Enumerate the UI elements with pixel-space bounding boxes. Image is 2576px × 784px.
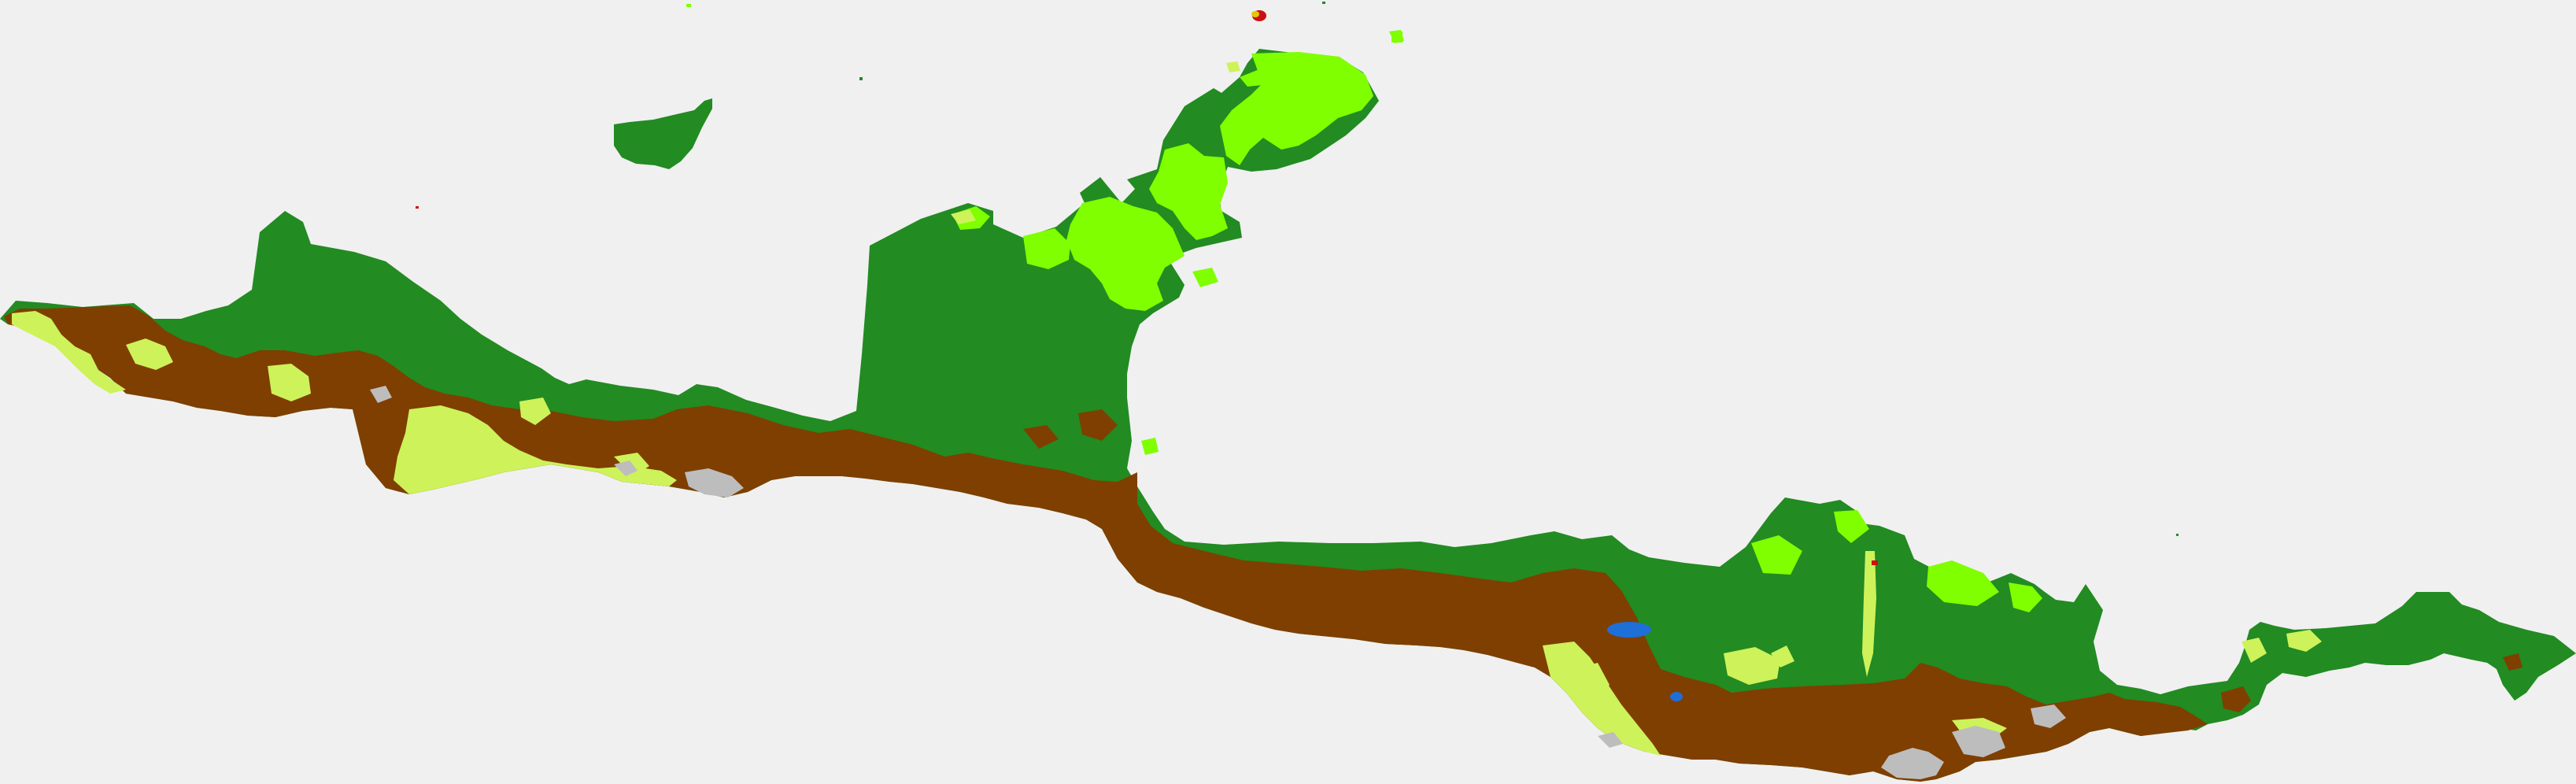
cropland-areas (4, 305, 2522, 782)
scattered-small-patches (686, 2, 2179, 536)
bare-areas (370, 386, 2066, 779)
region-forest-main (0, 49, 2576, 782)
wetland-points (1251, 11, 1259, 17)
water-bodies (1607, 622, 1683, 701)
region-forest-island (614, 98, 712, 169)
grassland-patches (12, 61, 2322, 756)
